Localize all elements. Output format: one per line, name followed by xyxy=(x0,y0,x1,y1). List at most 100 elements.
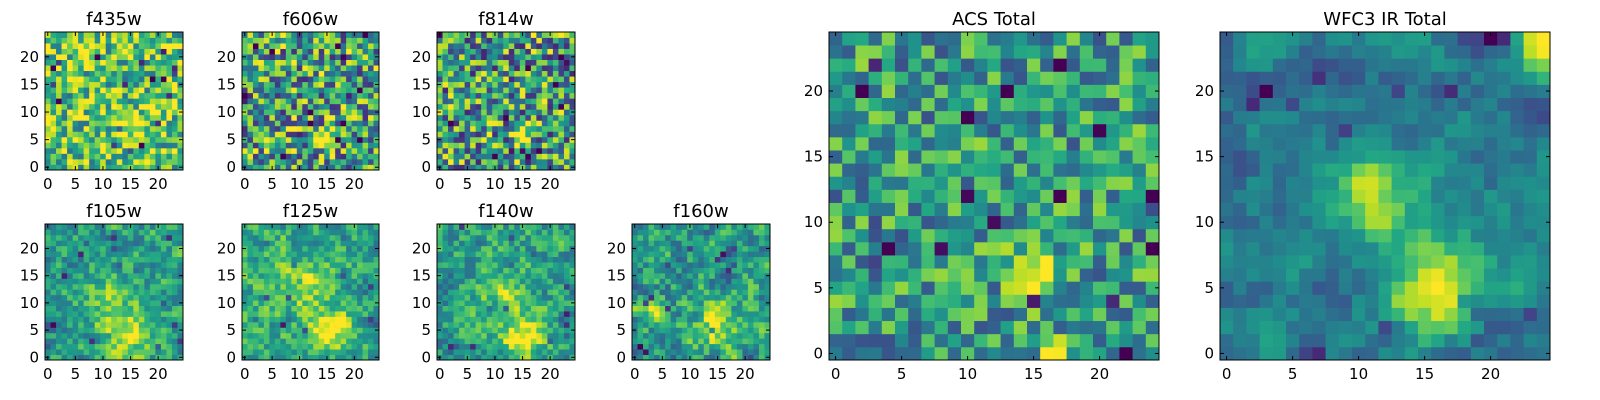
heatmap-cell xyxy=(855,281,869,295)
heatmap-cell xyxy=(692,229,699,236)
heatmap-cell xyxy=(122,48,129,55)
heatmap-cell xyxy=(329,59,336,66)
heatmap-cell xyxy=(324,103,331,110)
heatmap-cell xyxy=(78,343,85,350)
heatmap-cell xyxy=(475,349,482,355)
heatmap-cell xyxy=(263,300,270,306)
heatmap-cell xyxy=(252,114,259,121)
heatmap-cell xyxy=(736,294,743,301)
heatmap-cell xyxy=(296,327,303,334)
heatmap-cell xyxy=(569,240,576,247)
heatmap-cell xyxy=(127,289,134,296)
heatmap-cell xyxy=(453,224,460,230)
heatmap-cell xyxy=(122,37,129,44)
heatmap-cell xyxy=(1000,307,1015,322)
heatmap-cell xyxy=(329,164,336,171)
heatmap-cell xyxy=(171,43,178,49)
heatmap-cell xyxy=(563,153,570,160)
heatmap-cell xyxy=(127,272,134,279)
heatmap-cell xyxy=(1027,268,1041,282)
heatmap-cell xyxy=(258,98,265,105)
heatmap-cell xyxy=(921,215,935,230)
heatmap-cell xyxy=(242,37,248,44)
heatmap-cell xyxy=(105,120,112,127)
heatmap-cell xyxy=(72,87,79,94)
heatmap-cell xyxy=(921,294,935,308)
heatmap-cell xyxy=(486,81,493,88)
heatmap-cell xyxy=(747,256,754,263)
heatmap-cell xyxy=(530,43,537,49)
heatmap-cell xyxy=(486,98,493,105)
heatmap-cell xyxy=(346,262,352,268)
heatmap-cell xyxy=(448,59,454,66)
heatmap-cell xyxy=(296,349,303,355)
heatmap-cell xyxy=(459,267,465,274)
heatmap-cell xyxy=(329,131,336,138)
heatmap-cell xyxy=(247,164,254,171)
heatmap-cell xyxy=(61,289,68,296)
heatmap-cell xyxy=(475,240,482,247)
heatmap-cell xyxy=(536,316,543,323)
heatmap-cell xyxy=(346,65,352,72)
heatmap-cell xyxy=(459,92,465,99)
heatmap-cell xyxy=(171,224,178,230)
heatmap-cell xyxy=(1145,163,1160,177)
heatmap-cell xyxy=(296,147,303,154)
heatmap-cell xyxy=(552,289,559,296)
heatmap-cell xyxy=(437,311,443,317)
heatmap-cell xyxy=(335,109,342,116)
heatmap-cell xyxy=(50,114,57,121)
heatmap-cell xyxy=(492,332,499,339)
heatmap-cell xyxy=(563,338,570,345)
heatmap-cell xyxy=(83,136,90,143)
heatmap-cell xyxy=(351,59,358,66)
heatmap-cell xyxy=(569,98,576,105)
heatmap-cell xyxy=(541,332,548,339)
heatmap-cell xyxy=(280,354,287,361)
heatmap-cell xyxy=(503,81,510,88)
heatmap-cell xyxy=(357,283,363,290)
heatmap-cell xyxy=(160,92,167,99)
heatmap-cell xyxy=(357,120,363,127)
heatmap-cell xyxy=(497,245,504,252)
heatmap-cell xyxy=(83,294,90,301)
heatmap-cell xyxy=(72,267,79,274)
heatmap-cell xyxy=(475,76,482,83)
heatmap-cell xyxy=(747,251,754,258)
heatmap-cell xyxy=(442,289,449,296)
heatmap-cell xyxy=(947,163,962,177)
heatmap-cell xyxy=(291,131,298,138)
heatmap-cell xyxy=(50,305,57,312)
heatmap-cell xyxy=(318,354,325,361)
heatmap-cell xyxy=(335,262,342,268)
heatmap-cell xyxy=(357,81,363,88)
heatmap-cell xyxy=(481,131,488,138)
heatmap-cell xyxy=(442,59,449,66)
y-tick-label: 15 xyxy=(412,267,431,285)
heatmap-cell xyxy=(714,262,721,268)
heatmap-cell xyxy=(318,283,325,290)
heatmap-cell xyxy=(373,267,380,274)
heatmap-cell xyxy=(263,87,270,94)
heatmap-cell xyxy=(138,37,145,44)
heatmap-cell xyxy=(307,272,314,279)
heatmap-cell xyxy=(357,125,363,132)
heatmap-cell xyxy=(144,234,151,241)
heatmap-cell xyxy=(514,87,521,94)
heatmap-cell xyxy=(263,32,270,38)
heatmap-cell xyxy=(569,316,576,323)
heatmap-cell xyxy=(373,332,380,339)
heatmap-cell xyxy=(155,316,162,323)
heatmap-cell xyxy=(470,289,477,296)
heatmap-cell xyxy=(1066,228,1081,243)
heatmap-cell xyxy=(138,120,145,127)
heatmap-cell xyxy=(648,343,655,350)
heatmap-cell xyxy=(351,98,358,105)
heatmap-cell xyxy=(692,349,699,355)
heatmap-cell xyxy=(100,240,107,247)
heatmap-cell xyxy=(340,349,347,355)
heatmap-cell xyxy=(558,289,565,296)
heatmap-cell xyxy=(464,142,471,149)
heatmap-cell xyxy=(530,48,537,55)
heatmap-cell xyxy=(725,256,732,263)
